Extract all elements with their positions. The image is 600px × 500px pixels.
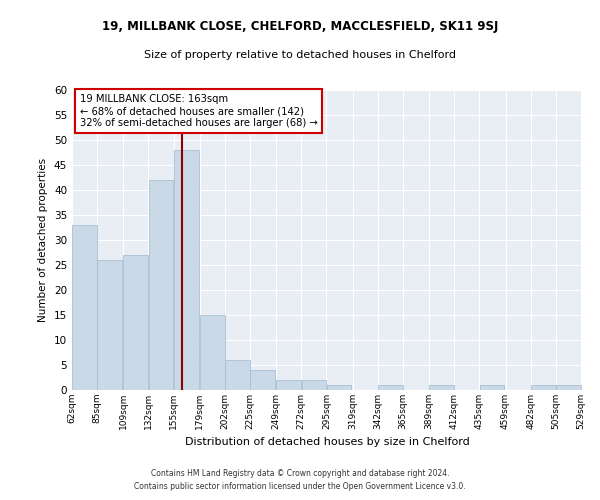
Bar — [174, 150, 199, 390]
Text: 19, MILLBANK CLOSE, CHELFORD, MACCLESFIELD, SK11 9SJ: 19, MILLBANK CLOSE, CHELFORD, MACCLESFIE… — [102, 20, 498, 33]
Bar — [326, 385, 352, 390]
Bar — [124, 255, 148, 390]
Bar — [149, 180, 173, 390]
X-axis label: Distribution of detached houses by size in Chelford: Distribution of detached houses by size … — [185, 438, 469, 448]
Text: Contains HM Land Registry data © Crown copyright and database right 2024.: Contains HM Land Registry data © Crown c… — [151, 468, 449, 477]
Text: 19 MILLBANK CLOSE: 163sqm
← 68% of detached houses are smaller (142)
32% of semi: 19 MILLBANK CLOSE: 163sqm ← 68% of detac… — [80, 94, 317, 128]
Bar — [429, 385, 454, 390]
Bar — [302, 380, 326, 390]
Text: Size of property relative to detached houses in Chelford: Size of property relative to detached ho… — [144, 50, 456, 60]
Bar — [225, 360, 250, 390]
Bar — [556, 385, 581, 390]
Bar — [72, 225, 97, 390]
Y-axis label: Number of detached properties: Number of detached properties — [38, 158, 49, 322]
Bar — [479, 385, 504, 390]
Bar — [250, 370, 275, 390]
Text: Contains public sector information licensed under the Open Government Licence v3: Contains public sector information licen… — [134, 482, 466, 491]
Bar — [200, 315, 225, 390]
Bar — [97, 260, 122, 390]
Bar — [531, 385, 556, 390]
Bar — [277, 380, 301, 390]
Bar — [378, 385, 403, 390]
